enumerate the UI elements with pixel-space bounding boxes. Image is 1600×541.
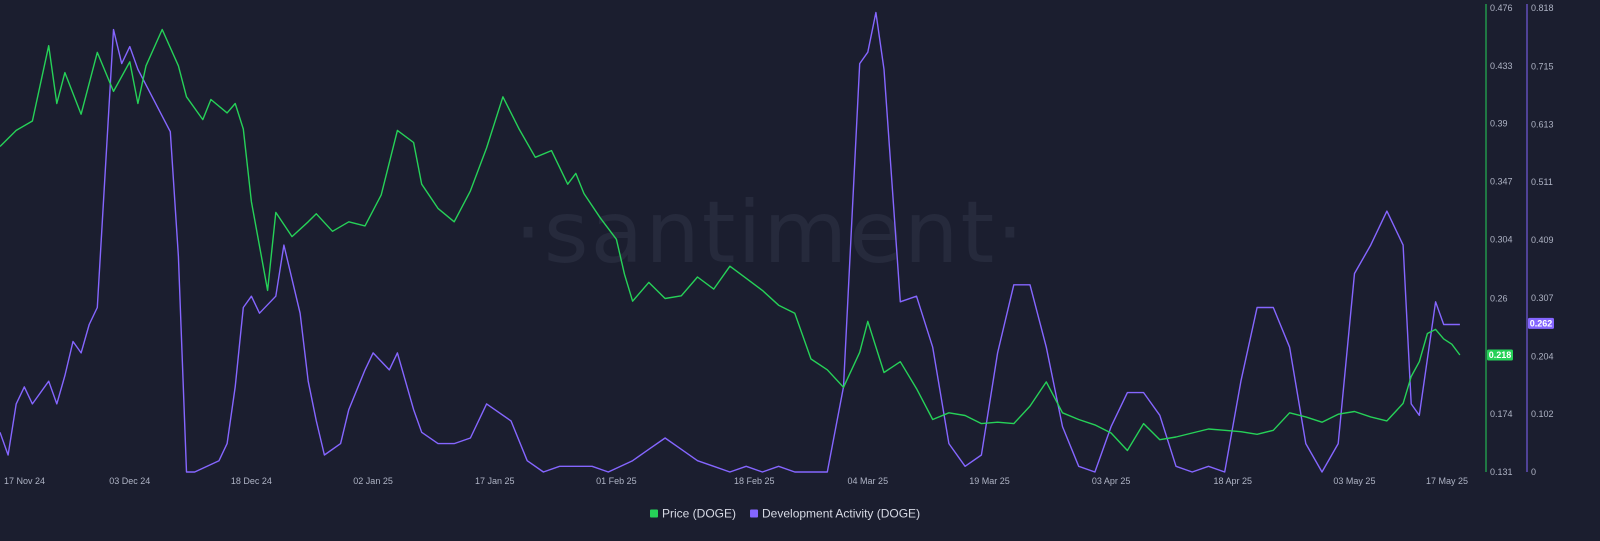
price-series xyxy=(0,28,1461,452)
dev-tick-label: 0.715 xyxy=(1531,61,1554,71)
santiment-watermark: ·santiment· xyxy=(514,183,1025,283)
x-axis: 17 Nov 24 03 Dec 24 18 Dec 24 02 Jan 25 17 J… xyxy=(4,476,1468,486)
dev-current-badge xyxy=(1528,317,1554,329)
dev-tick-label: 0.102 xyxy=(1531,409,1554,419)
legend-label: Development Activity (DOGE) xyxy=(762,507,920,521)
dev-current-badge-value: 0.262 xyxy=(1530,319,1553,329)
price-tick-label: 0.174 xyxy=(1490,409,1513,419)
x-tick-label: 18 Feb 25 xyxy=(734,476,775,486)
dev-activity-line xyxy=(0,11,1460,473)
price-tick-label: 0.476 xyxy=(1490,3,1513,13)
price-tick-label: 0.347 xyxy=(1490,176,1513,186)
dev-tick-label: 0 xyxy=(1531,467,1536,477)
dev-tick-label: 0.613 xyxy=(1531,119,1554,129)
dev-activity-axis: 0.818 0.715 0.613 0.511 0.409 0.307 0.204 0.102… xyxy=(1526,3,1554,477)
price-tick-label: 0.131 xyxy=(1490,467,1513,477)
x-tick-label: 18 Apr 25 xyxy=(1214,476,1253,486)
dev-tick-label: 0.307 xyxy=(1531,293,1554,303)
price-line xyxy=(0,28,1461,452)
legend-label: Price (DOGE) xyxy=(662,507,736,521)
dev-tick-label: 0.511 xyxy=(1531,177,1553,187)
x-tick-label: 02 Jan 25 xyxy=(353,476,393,486)
price-current-badge-value: 0.218 xyxy=(1489,350,1512,360)
dev-tick-label: 0.409 xyxy=(1531,235,1554,245)
x-tick-label: 17 Nov 24 xyxy=(4,476,45,486)
dev-tick-label: 0.204 xyxy=(1531,351,1554,361)
x-tick-label: 18 Dec 24 xyxy=(231,476,272,486)
price-axis: 0.4760.4330.390.3470.3040.260.2170.1740.… xyxy=(1485,3,1513,477)
price-tick-label: 0.26 xyxy=(1490,294,1508,304)
legend-swatch xyxy=(750,509,759,518)
legend: Price (DOGE) Development Activity (DOGE) xyxy=(650,507,920,521)
current-value-badges: 0.218 0.262 xyxy=(1487,317,1554,361)
x-tick-label: 01 Feb 25 xyxy=(596,476,637,486)
price-tick-label: 0.433 xyxy=(1490,61,1513,71)
dev-activity-series xyxy=(0,11,1460,473)
price-tick-label: 0.304 xyxy=(1490,234,1513,244)
x-tick-label: 19 Mar 25 xyxy=(969,476,1010,486)
x-tick-label: 17 May 25 xyxy=(1426,476,1468,486)
x-tick-label: 03 Dec 24 xyxy=(109,476,150,486)
x-tick-label: 17 Jan 25 xyxy=(475,476,515,486)
x-tick-label: 03 Apr 25 xyxy=(1092,476,1131,486)
x-tick-label: 04 Mar 25 xyxy=(848,476,889,486)
dev-tick-label: 0.818 xyxy=(1531,3,1554,13)
legend-swatch xyxy=(650,509,658,518)
x-tick-label: 03 May 25 xyxy=(1333,476,1375,486)
price-tick-label: 0.39 xyxy=(1490,119,1508,129)
price-current-badge xyxy=(1487,349,1513,361)
